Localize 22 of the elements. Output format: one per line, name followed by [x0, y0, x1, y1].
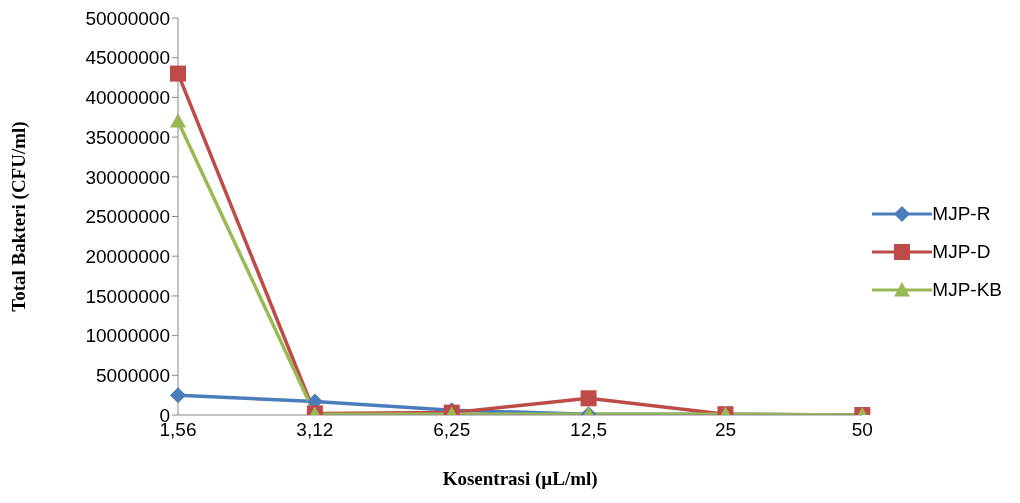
- y-tick-label: 30000000: [85, 166, 170, 188]
- x-axis-title: Kosentrasi (µL/ml): [442, 468, 598, 490]
- x-tick-label: 3,12: [296, 419, 334, 441]
- y-tick-label: 35000000: [85, 126, 170, 148]
- legend-label: MJP-KB: [932, 278, 1002, 301]
- y-tick-label: 15000000: [85, 285, 170, 307]
- y-tick-label: 20000000: [85, 245, 170, 267]
- x-tick-label: 25: [714, 419, 737, 441]
- y-axis-title: Total Bakteri (CFU/ml): [7, 121, 30, 312]
- y-tick-label: 45000000: [85, 47, 170, 69]
- x-tick-label: 12,5: [570, 419, 608, 441]
- point: [170, 65, 186, 82]
- x-tick-label: 6,25: [433, 419, 471, 441]
- y-tick-label: 10000000: [85, 325, 170, 347]
- y-tick-label: 25000000: [85, 206, 170, 228]
- point: [170, 113, 186, 128]
- legend-label: MJP-D: [932, 240, 991, 263]
- x-tick-label: 50: [851, 419, 873, 441]
- y-tick-label: 5000000: [96, 365, 170, 387]
- legend-label: MJP-R: [932, 202, 991, 225]
- y-tick-label: 50000000: [85, 7, 170, 29]
- y-tick-label: 40000000: [85, 87, 170, 109]
